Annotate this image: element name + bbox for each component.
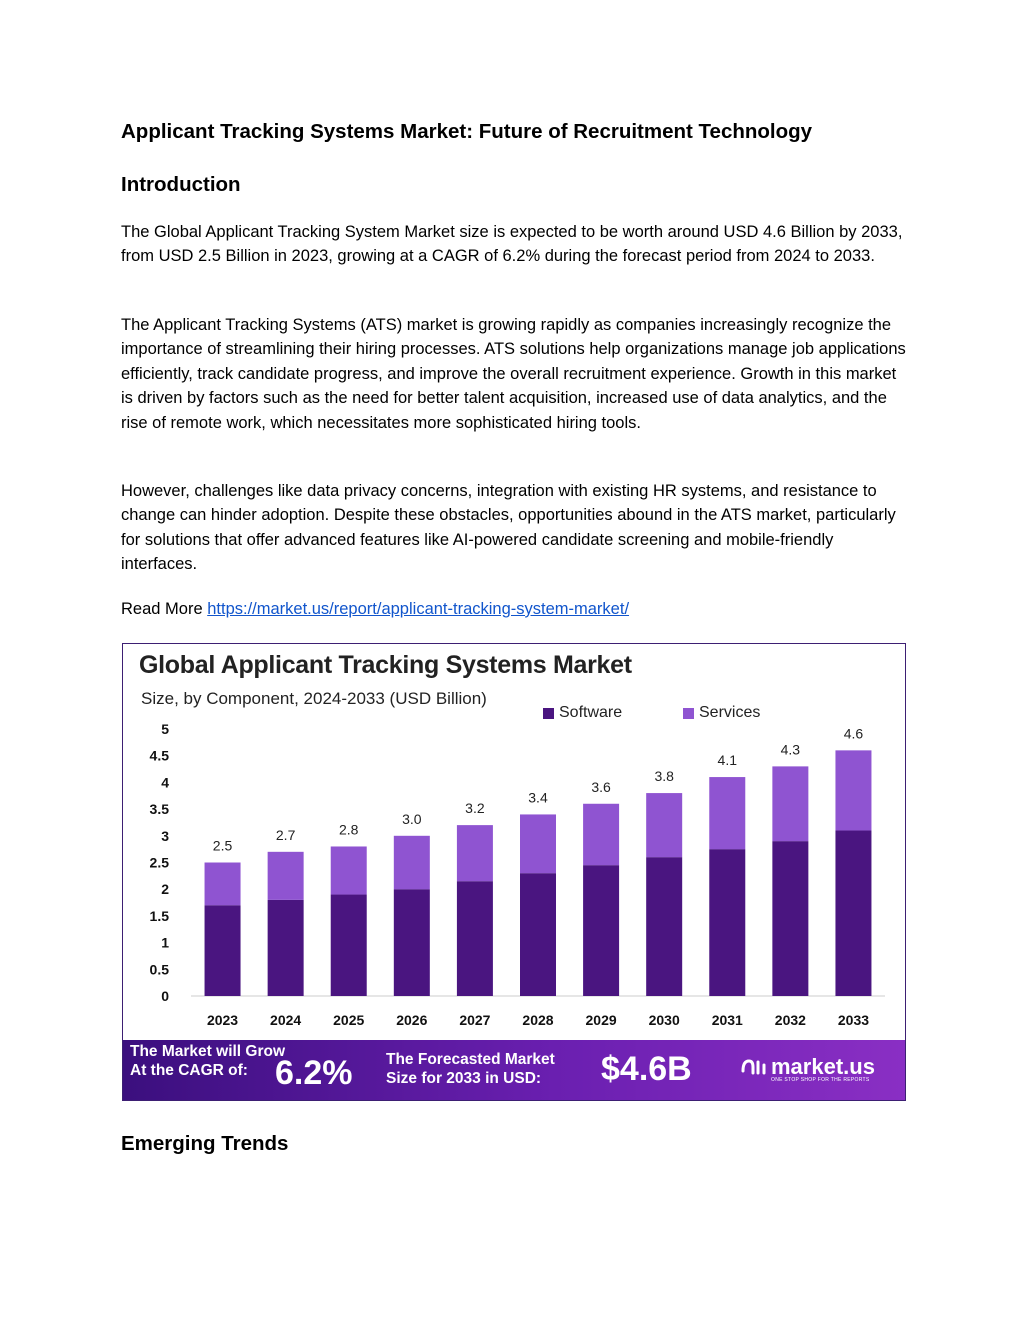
bar-services-2028 [520, 814, 556, 874]
legend-item-services: Services [683, 704, 760, 722]
x-tick-label-2025: 2025 [333, 1012, 364, 1028]
legend-swatch-software [543, 707, 554, 719]
data-label-2029: 3.6 [591, 779, 611, 795]
data-label-2031: 4.1 [718, 752, 738, 768]
bar-services-2027 [456, 825, 493, 882]
market-us-logo-icon [741, 1059, 766, 1075]
bar-software-2030 [646, 857, 683, 996]
read-more-line: Read More https://market.us/report/appli… [121, 597, 629, 621]
x-tick-label-2028: 2028 [522, 1012, 553, 1028]
y-tick-label: 0.5 [150, 961, 170, 977]
footer-forecast-label-line1: The Forecasted Market [386, 1051, 555, 1068]
x-tick-label-2033: 2033 [838, 1012, 869, 1028]
bar-software-2024 [267, 899, 304, 996]
footer-forecast-label-line2: Size for 2033 in USD: [386, 1070, 542, 1087]
x-tick-label-2030: 2030 [649, 1012, 680, 1028]
y-tick-label: 2 [161, 881, 169, 897]
bar-software-2032 [772, 841, 809, 996]
y-tick-label: 4 [161, 774, 169, 790]
paragraph-market-growth: The Applicant Tracking Systems (ATS) mar… [121, 316, 906, 432]
chart-title: Global Applicant Tracking Systems Market [139, 651, 632, 679]
bar-software-2033 [835, 830, 872, 996]
bar-software-2028 [520, 873, 556, 996]
y-tick-label: 0 [161, 988, 169, 1004]
data-label-2025: 2.8 [339, 821, 359, 837]
bar-software-2029 [583, 865, 620, 996]
paragraph-challenges: However, challenges like data privacy co… [121, 482, 896, 574]
x-tick-label-2026: 2026 [396, 1012, 427, 1028]
document-title: Applicant Tracking Systems Market: Futur… [121, 120, 813, 143]
data-label-2024: 2.7 [276, 827, 296, 843]
market-infographic: Global Applicant Tracking Systems Market… [122, 643, 906, 1101]
bar-services-2024 [267, 851, 304, 900]
data-label-2026: 3.0 [402, 811, 422, 827]
logo-tagline: ONE STOP SHOP FOR THE REPORTS [771, 1077, 870, 1083]
y-tick-label: 4.5 [150, 748, 170, 764]
bar-services-2025 [330, 846, 367, 895]
data-label-2032: 4.3 [781, 741, 801, 757]
data-label-2033: 4.6 [844, 725, 864, 741]
y-tick-label: 3.5 [150, 801, 170, 817]
y-tick-label: 2.5 [150, 855, 170, 871]
infographic-footer: The Market will Grow At the CAGR of: 6.2… [123, 1040, 905, 1100]
paragraph-market-size: The Global Applicant Tracking System Mar… [121, 223, 903, 266]
bar-services-2023 [204, 862, 241, 906]
logo-text: market.us [771, 1054, 875, 1079]
legend-item-software: Software [543, 704, 622, 722]
cagr-value: 6.2% [275, 1054, 353, 1092]
read-more-label: Read More [121, 600, 203, 618]
bar-software-2025 [330, 894, 367, 996]
bar-services-2026 [393, 835, 430, 890]
legend-label-software: Software [559, 704, 623, 721]
y-tick-label: 1 [161, 935, 169, 951]
chart-subtitle: Size, by Component, 2024-2033 (USD Billi… [141, 689, 487, 708]
read-more-link[interactable]: https://market.us/report/applicant-track… [207, 600, 630, 618]
bar-services-2033 [835, 750, 872, 831]
y-tick-label: 5 [161, 721, 169, 737]
x-tick-label-2024: 2024 [270, 1012, 301, 1028]
emerging-trends-heading: Emerging Trends [121, 1132, 289, 1155]
y-tick-label: 1.5 [150, 908, 170, 924]
x-tick-label-2027: 2027 [459, 1012, 490, 1028]
data-label-2028: 3.4 [528, 789, 548, 805]
x-tick-label-2023: 2023 [207, 1012, 238, 1028]
data-label-2030: 3.8 [654, 768, 674, 784]
bar-services-2029 [583, 803, 620, 866]
x-tick-label-2029: 2029 [586, 1012, 617, 1028]
forecast-value: $4.6B [601, 1050, 692, 1088]
footer-forecast-label: The Forecasted Market Size for 2033 in U… [386, 1050, 555, 1088]
legend-label-services: Services [699, 704, 761, 721]
data-label-2027: 3.2 [465, 800, 485, 816]
bar-software-2027 [456, 881, 493, 996]
market-us-logo: market.us [741, 1054, 875, 1080]
bar-software-2031 [709, 849, 746, 996]
x-tick-label-2031: 2031 [712, 1012, 743, 1028]
bar-software-2023 [204, 905, 241, 996]
bar-services-2030 [646, 793, 683, 858]
bar-chart: 0 0.5 1 1.5 2 2.5 3 3.5 4 4.5 5 2.5 2023 2.7 2024 2.8 20… [150, 721, 885, 1028]
bar-software-2026 [393, 889, 430, 996]
footer-cagr-label-line2: At the CAGR of: [130, 1062, 248, 1079]
y-tick-label: 3 [161, 828, 169, 844]
bar-services-2032 [772, 766, 809, 842]
data-label-2023: 2.5 [213, 838, 233, 854]
bar-services-2031 [709, 777, 746, 850]
x-tick-label-2032: 2032 [775, 1012, 806, 1028]
introduction-heading: Introduction [121, 173, 241, 196]
legend-swatch-services [683, 707, 694, 719]
footer-cagr-label-line1: The Market will Grow [130, 1043, 286, 1060]
footer-cagr-label: The Market will Grow At the CAGR of: [130, 1042, 285, 1080]
